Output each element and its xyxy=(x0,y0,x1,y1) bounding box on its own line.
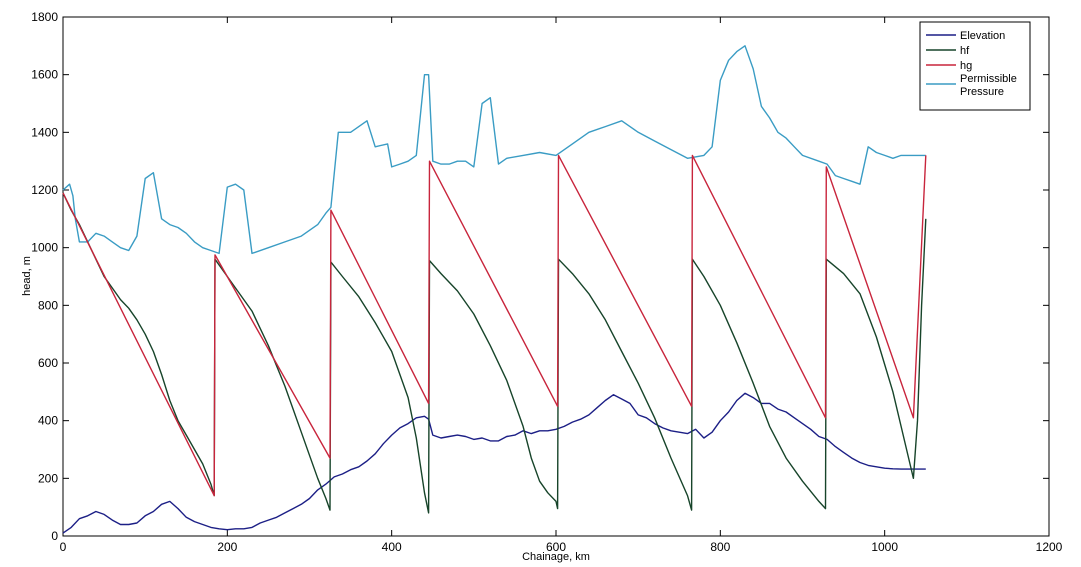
legend-label-permissible-pressure: Permissible Pressure xyxy=(960,73,1017,98)
y-tick-label: 800 xyxy=(38,298,58,312)
series-line-hg xyxy=(62,154,927,497)
x-tick-label: 1000 xyxy=(871,540,898,554)
legend-label-line: Pressure xyxy=(960,86,1004,98)
y-tick-label: 600 xyxy=(38,356,58,370)
x-tick-label: 0 xyxy=(60,540,67,554)
x-axis-ticks: 0 200 400 600 800 1000 1200 xyxy=(60,17,1063,554)
y-tick-label: 1200 xyxy=(31,183,58,197)
x-tick-label: 400 xyxy=(382,540,402,554)
y-tick-label: 1600 xyxy=(31,68,58,82)
y-tick-label: 1000 xyxy=(31,241,58,255)
plot-area xyxy=(62,16,1050,537)
y-tick-label: 0 xyxy=(51,529,58,543)
legend-box xyxy=(919,21,1031,111)
y-tick-label: 1800 xyxy=(31,10,58,24)
series-line-permissible-pressure xyxy=(62,45,926,255)
series-line-hf xyxy=(62,192,927,514)
x-axis-label: Chainage, km xyxy=(522,551,590,563)
series-layer xyxy=(62,45,927,534)
legend-label-hf: hf xyxy=(960,45,970,57)
legend-label-elevation: Elevation xyxy=(960,30,1005,42)
y-axis-ticks: 0 200 400 600 800 1000 1200 1400 1600 1800 xyxy=(31,10,1049,543)
series-line-elevation xyxy=(62,392,926,534)
y-axis-label: head, m xyxy=(21,256,33,296)
legend-label-line: Permissible xyxy=(960,73,1017,85)
y-tick-label: 400 xyxy=(38,414,58,428)
x-tick-label: 1200 xyxy=(1036,540,1063,554)
y-tick-label: 1400 xyxy=(31,125,58,139)
x-tick-label: 200 xyxy=(217,540,237,554)
x-tick-label: 800 xyxy=(710,540,730,554)
x-tick-label: 600 xyxy=(546,540,566,554)
y-tick-label: 200 xyxy=(38,471,58,485)
legend-label-hg: hg xyxy=(960,60,972,72)
